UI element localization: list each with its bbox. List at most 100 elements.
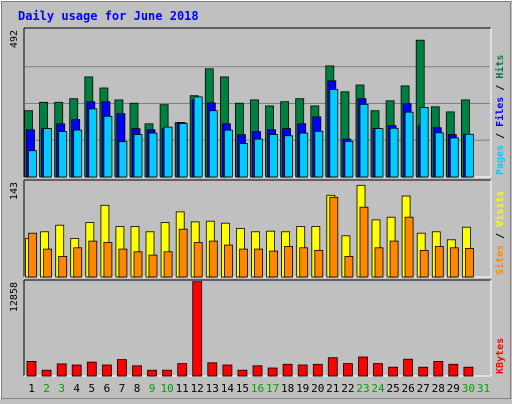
bar-kbytes-day-27 xyxy=(418,366,429,377)
bar-sites-day-16 xyxy=(254,248,263,278)
bar-kbytes-day-17 xyxy=(267,367,278,377)
day-labels: 1 2 3 4 5 6 7 8 9 10 11 12 13 14 15 16 17 18 19 20 21 22 23 24 2… xyxy=(28,382,490,395)
day-label-3: 3 xyxy=(58,382,65,395)
panel-bottom-background xyxy=(24,280,491,376)
panel-top-max-label: 492 xyxy=(9,30,20,48)
bar-kbytes-day-12 xyxy=(192,281,203,377)
bar-kbytes-day-11 xyxy=(177,363,188,377)
panel-middle-bars xyxy=(25,184,474,278)
bar-sites-day-3 xyxy=(58,255,68,278)
day-label-4: 4 xyxy=(73,382,80,395)
day-label-26: 26 xyxy=(401,382,414,395)
bar-kbytes-day-2 xyxy=(41,369,52,377)
bar-sites-day-17 xyxy=(269,250,279,278)
bar-pages-day-16 xyxy=(254,138,263,178)
day-label-28: 28 xyxy=(432,382,445,395)
bar-sites-day-14 xyxy=(223,244,233,278)
bar-pages-day-22 xyxy=(344,140,354,178)
panel-top-legend: Pages / Files / Hits xyxy=(494,55,506,175)
bar-pages-day-12 xyxy=(193,96,203,178)
legend-part: Visits xyxy=(494,191,506,227)
day-label-16: 16 xyxy=(251,382,264,395)
bar-sites-day-1 xyxy=(28,232,37,278)
legend-part: / xyxy=(495,79,506,97)
bar-kbytes-day-10 xyxy=(162,369,173,377)
bar-pages-day-28 xyxy=(434,132,444,178)
bar-pages-day-11 xyxy=(178,123,188,178)
day-label-17: 17 xyxy=(266,382,279,395)
bar-kbytes-day-14 xyxy=(222,364,233,377)
bar-sites-day-8 xyxy=(133,251,143,278)
bar-kbytes-day-1 xyxy=(26,360,37,377)
legend-part: Hits xyxy=(494,55,506,79)
bar-sites-day-4 xyxy=(73,247,83,278)
bar-kbytes-day-28 xyxy=(433,360,444,377)
bar-pages-day-18 xyxy=(284,135,294,178)
bar-sites-day-9 xyxy=(148,254,158,278)
bar-kbytes-day-15 xyxy=(237,369,248,377)
bar-sites-day-18 xyxy=(284,245,294,278)
bar-kbytes-day-21 xyxy=(327,357,338,377)
day-label-7: 7 xyxy=(119,382,126,395)
panel-bottom-legend: KBytes xyxy=(495,338,506,374)
bar-kbytes-day-30 xyxy=(463,366,474,377)
day-label-1: 1 xyxy=(28,382,35,395)
bar-sites-day-26 xyxy=(404,216,414,278)
panel-middle-max-label: 143 xyxy=(9,182,20,200)
bar-sites-day-22 xyxy=(344,255,354,278)
day-label-27: 27 xyxy=(417,382,430,395)
bar-kbytes-day-8 xyxy=(132,365,142,377)
day-label-22: 22 xyxy=(341,382,354,395)
bar-pages-day-25 xyxy=(389,127,399,178)
bar-sites-day-11 xyxy=(178,228,188,278)
legend-part: Files xyxy=(494,97,506,127)
day-label-18: 18 xyxy=(281,382,294,395)
bar-kbytes-day-22 xyxy=(342,363,353,377)
panel-middle-legend: Sites / Visits xyxy=(494,191,506,275)
bar-kbytes-day-13 xyxy=(207,362,218,377)
bar-pages-day-1 xyxy=(28,150,37,178)
legend-part: Pages xyxy=(495,145,506,175)
day-label-25: 25 xyxy=(386,382,399,395)
bar-pages-day-24 xyxy=(374,128,384,178)
day-label-31: 31 xyxy=(477,382,490,395)
legend-part: Sites xyxy=(494,245,506,275)
bar-sites-day-13 xyxy=(208,240,218,278)
bar-pages-day-4 xyxy=(73,129,83,178)
day-label-30: 30 xyxy=(462,382,475,395)
bar-pages-day-14 xyxy=(223,129,233,178)
bar-sites-day-12 xyxy=(193,242,203,278)
bar-pages-day-19 xyxy=(299,132,309,178)
bar-sites-day-27 xyxy=(419,249,429,278)
bar-pages-day-27 xyxy=(419,107,429,178)
bar-sites-day-2 xyxy=(43,248,52,278)
bar-pages-day-15 xyxy=(238,143,248,178)
bar-sites-day-25 xyxy=(389,240,399,278)
day-label-10: 10 xyxy=(160,382,173,395)
bar-sites-day-7 xyxy=(118,248,128,278)
bar-pages-day-10 xyxy=(163,126,173,178)
day-label-13: 13 xyxy=(206,382,219,395)
bar-pages-day-13 xyxy=(208,110,218,178)
panel-top: 492 Pages / Files / Hits xyxy=(9,27,506,178)
legend-part: KBytes xyxy=(495,338,506,374)
bar-kbytes-day-20 xyxy=(312,363,323,377)
bar-kbytes-day-7 xyxy=(117,359,127,377)
bar-pages-day-3 xyxy=(58,131,68,178)
bar-sites-day-30 xyxy=(464,247,474,278)
bar-pages-day-6 xyxy=(103,115,113,178)
bar-kbytes-day-18 xyxy=(282,363,293,377)
bar-kbytes-day-26 xyxy=(403,358,414,377)
day-label-8: 8 xyxy=(134,382,141,395)
bar-sites-day-28 xyxy=(434,245,444,278)
bar-sites-day-5 xyxy=(88,240,98,278)
bar-kbytes-day-4 xyxy=(71,364,82,377)
bar-pages-day-26 xyxy=(404,111,414,178)
bar-pages-day-29 xyxy=(449,137,459,178)
bar-pages-day-5 xyxy=(88,108,98,178)
bar-pages-day-21 xyxy=(329,89,339,178)
panel-bottom-bars xyxy=(26,281,474,377)
bar-pages-day-23 xyxy=(359,104,369,178)
bar-pages-day-20 xyxy=(314,130,324,178)
bar-sites-day-15 xyxy=(238,248,248,278)
